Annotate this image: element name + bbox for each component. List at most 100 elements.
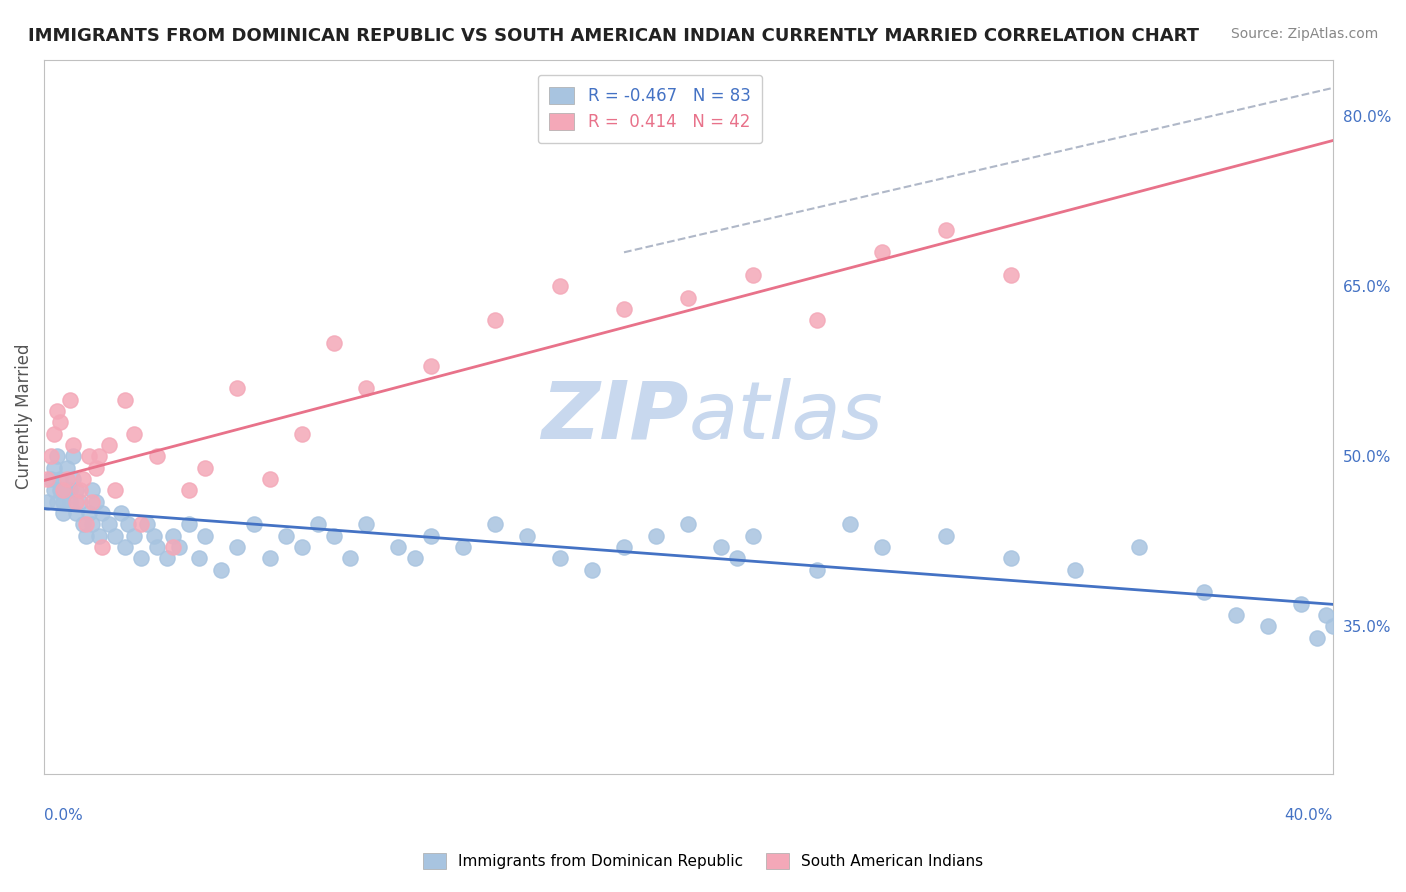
Point (87, 450, 110, 464)
Point (741, 268, 763, 282)
Point (1315, 608, 1337, 623)
Point (84, 494, 107, 508)
Point (87, 529, 110, 543)
Point (114, 392, 136, 407)
Point (645, 529, 668, 543)
Point (194, 529, 217, 543)
Y-axis label: Currently Married: Currently Married (15, 344, 32, 490)
Point (65, 483, 87, 498)
Point (419, 359, 441, 373)
Point (162, 540, 184, 554)
Point (97, 517, 120, 532)
Point (339, 551, 361, 566)
Point (62, 450, 84, 464)
Point (39, 472, 62, 486)
Point (1322, 619, 1344, 633)
Point (55, 483, 77, 498)
Point (42, 426, 65, 441)
Point (242, 517, 264, 532)
Point (806, 313, 828, 327)
Point (37, 494, 59, 508)
Point (49, 415, 72, 429)
Point (935, 222, 957, 236)
Point (124, 529, 146, 543)
Point (274, 529, 297, 543)
Point (72, 517, 94, 532)
Point (678, 291, 700, 305)
Point (52, 494, 75, 508)
Point (323, 336, 346, 351)
Point (65, 494, 87, 508)
Point (146, 540, 169, 554)
Point (65, 506, 87, 520)
Point (516, 529, 538, 543)
Point (136, 517, 159, 532)
Point (169, 540, 191, 554)
Point (59, 494, 82, 508)
Point (935, 529, 957, 543)
Point (1289, 597, 1312, 611)
Legend: R = -0.467   N = 83, R =  0.414   N = 42: R = -0.467 N = 83, R = 0.414 N = 42 (537, 75, 762, 143)
Point (404, 551, 426, 566)
Point (870, 540, 893, 554)
Point (75, 529, 97, 543)
Point (62, 472, 84, 486)
Point (187, 551, 209, 566)
Point (59, 483, 82, 498)
Point (678, 517, 700, 532)
Legend: Immigrants from Dominican Republic, South American Indians: Immigrants from Dominican Republic, Sout… (416, 847, 990, 875)
Point (177, 483, 200, 498)
Point (1064, 563, 1087, 577)
Point (37, 472, 59, 486)
Point (806, 563, 828, 577)
Point (291, 426, 314, 441)
Point (451, 540, 474, 554)
Point (46, 450, 69, 464)
Point (194, 460, 217, 475)
Point (838, 517, 860, 532)
Point (75, 517, 97, 532)
Point (1000, 268, 1022, 282)
Point (259, 472, 281, 486)
Point (419, 529, 441, 543)
Point (110, 506, 132, 520)
Point (1128, 540, 1150, 554)
Point (104, 529, 127, 543)
Text: ZIP: ZIP (541, 377, 689, 456)
Point (323, 529, 346, 543)
Point (114, 540, 136, 554)
Point (484, 517, 506, 532)
Point (1192, 585, 1215, 599)
Point (613, 301, 636, 316)
Point (307, 517, 329, 532)
Point (49, 483, 72, 498)
Point (741, 529, 763, 543)
Point (82, 517, 104, 532)
Point (82, 483, 104, 498)
Point (82, 494, 104, 508)
Point (55, 460, 77, 475)
Text: 40.0%: 40.0% (1285, 808, 1333, 823)
Point (91, 506, 114, 520)
Point (226, 540, 249, 554)
Point (548, 279, 571, 293)
Text: IMMIGRANTS FROM DOMINICAN REPUBLIC VS SOUTH AMERICAN INDIAN CURRENTLY MARRIED CO: IMMIGRANTS FROM DOMINICAN REPUBLIC VS SO… (28, 27, 1199, 45)
Point (84, 460, 107, 475)
Point (291, 540, 314, 554)
Point (226, 381, 249, 395)
Point (356, 381, 378, 395)
Point (39, 450, 62, 464)
Point (484, 313, 506, 327)
Point (55, 472, 77, 486)
Point (1225, 608, 1247, 623)
Text: atlas: atlas (689, 377, 883, 456)
Point (69, 494, 91, 508)
Point (725, 551, 748, 566)
Point (124, 426, 146, 441)
Text: 0.0%: 0.0% (44, 808, 83, 823)
Point (1257, 619, 1279, 633)
Point (59, 392, 82, 407)
Point (1305, 631, 1327, 645)
Point (387, 540, 409, 554)
Text: Source: ZipAtlas.com: Source: ZipAtlas.com (1230, 27, 1378, 41)
